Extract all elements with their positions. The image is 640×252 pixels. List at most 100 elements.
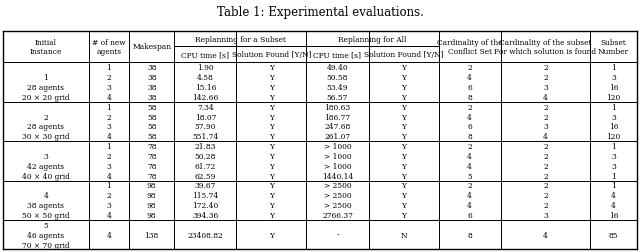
Text: 21.83: 21.83 [195, 142, 216, 150]
Text: 4: 4 [543, 93, 548, 101]
Text: 2: 2 [467, 64, 472, 72]
Text: N: N [400, 231, 407, 239]
Text: Y: Y [269, 182, 274, 190]
Text: > 1000: > 1000 [324, 152, 351, 160]
Text: Cardinality of the
Conflict Set: Cardinality of the Conflict Set [437, 39, 502, 56]
Text: 4: 4 [106, 172, 111, 180]
Text: 15.16: 15.16 [195, 84, 216, 92]
Text: Y: Y [269, 113, 274, 121]
Text: 4: 4 [106, 231, 111, 239]
Text: 85: 85 [609, 231, 618, 239]
Text: CPU time [s]: CPU time [s] [314, 51, 362, 59]
Text: 4: 4 [543, 133, 548, 141]
Text: # of new
agents: # of new agents [92, 39, 125, 56]
Text: 30 × 30 grid: 30 × 30 grid [22, 133, 70, 141]
Text: 56.57: 56.57 [327, 93, 348, 101]
Text: 247.68: 247.68 [324, 123, 351, 131]
Text: 16: 16 [609, 84, 618, 92]
Text: 5: 5 [467, 172, 472, 180]
Text: 4: 4 [467, 74, 472, 82]
Text: 49.40: 49.40 [326, 64, 348, 72]
Text: 16: 16 [609, 123, 618, 131]
Text: 120: 120 [606, 133, 621, 141]
Text: Solution Found [Y/N]: Solution Found [Y/N] [232, 51, 311, 59]
Text: 58: 58 [147, 123, 156, 131]
Text: 1: 1 [106, 142, 111, 150]
Text: 78: 78 [147, 142, 156, 150]
Text: 1: 1 [611, 103, 616, 111]
Text: 2: 2 [106, 152, 111, 160]
Text: Y: Y [401, 201, 406, 209]
Text: 2: 2 [106, 74, 111, 82]
Text: Y: Y [401, 64, 406, 72]
Text: 5: 5 [44, 221, 49, 229]
Text: 2: 2 [543, 192, 548, 200]
Text: 38: 38 [147, 93, 156, 101]
Text: 172.40: 172.40 [192, 201, 218, 209]
Text: 4: 4 [611, 201, 616, 209]
Text: 551.74: 551.74 [192, 133, 218, 141]
Text: 50 × 50 grid: 50 × 50 grid [22, 211, 70, 219]
Text: 38 agents: 38 agents [28, 201, 65, 209]
Text: 2: 2 [543, 74, 548, 82]
Text: 1: 1 [44, 74, 49, 82]
Text: 394.36: 394.36 [192, 211, 218, 219]
Text: 18.07: 18.07 [195, 113, 216, 121]
Text: Cardinality of the subset
For which solution is found: Cardinality of the subset For which solu… [494, 39, 596, 56]
Text: > 2500: > 2500 [324, 182, 351, 190]
Text: 4: 4 [106, 133, 111, 141]
Text: 1: 1 [611, 182, 616, 190]
Text: 3: 3 [611, 113, 616, 121]
Text: 6: 6 [467, 123, 472, 131]
Text: Subset
Number: Subset Number [598, 39, 629, 56]
Text: 2: 2 [106, 192, 111, 200]
Text: Y: Y [401, 113, 406, 121]
Text: 3: 3 [543, 84, 548, 92]
Text: Y: Y [401, 133, 406, 141]
Text: 2: 2 [543, 152, 548, 160]
Text: 120: 120 [606, 93, 621, 101]
Text: 6: 6 [467, 211, 472, 219]
Text: Y: Y [269, 162, 274, 170]
Text: Y: Y [269, 123, 274, 131]
Text: 98: 98 [147, 192, 156, 200]
Text: 2: 2 [467, 182, 472, 190]
Text: 2: 2 [543, 182, 548, 190]
Text: 38: 38 [147, 64, 156, 72]
Text: 4: 4 [467, 201, 472, 209]
Text: -: - [336, 231, 339, 239]
Text: 4: 4 [44, 192, 49, 200]
Text: CPU time [s]: CPU time [s] [181, 51, 229, 59]
Text: 2: 2 [106, 113, 111, 121]
Text: Solution Found [Y/N]: Solution Found [Y/N] [364, 51, 444, 59]
Text: 98: 98 [147, 211, 156, 219]
Text: 2: 2 [44, 113, 49, 121]
Text: Y: Y [269, 142, 274, 150]
Text: Y: Y [269, 231, 274, 239]
Text: Y: Y [401, 182, 406, 190]
Text: 38: 38 [147, 84, 156, 92]
Text: 4: 4 [467, 113, 472, 121]
Text: Y: Y [401, 211, 406, 219]
Text: 3: 3 [106, 201, 111, 209]
Text: 2: 2 [543, 64, 548, 72]
Text: 8: 8 [467, 93, 472, 101]
Text: Y: Y [401, 192, 406, 200]
Text: 1: 1 [611, 172, 616, 180]
Text: 3: 3 [611, 74, 616, 82]
Text: > 2500: > 2500 [324, 192, 351, 200]
Text: 1: 1 [106, 64, 111, 72]
Text: 4: 4 [543, 231, 548, 239]
Text: 50.28: 50.28 [195, 152, 216, 160]
Text: Y: Y [401, 74, 406, 82]
Text: 2: 2 [543, 172, 548, 180]
Text: 4: 4 [106, 93, 111, 101]
Text: Y: Y [269, 64, 274, 72]
Text: 3: 3 [106, 123, 111, 131]
Text: 4: 4 [611, 192, 616, 200]
Text: 28 agents: 28 agents [28, 84, 65, 92]
Text: > 2500: > 2500 [324, 201, 351, 209]
Text: 3: 3 [543, 211, 548, 219]
Text: 186.77: 186.77 [324, 113, 351, 121]
Text: 1: 1 [106, 103, 111, 111]
